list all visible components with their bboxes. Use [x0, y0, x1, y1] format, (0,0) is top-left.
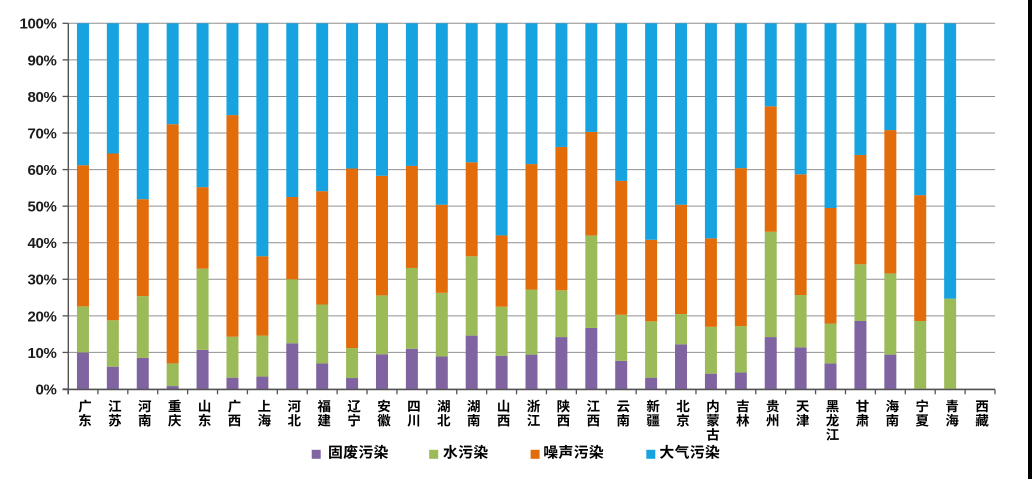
svg-text:100%: 100%	[20, 16, 57, 33]
svg-text:20%: 20%	[28, 308, 57, 325]
svg-text:90%: 90%	[28, 52, 57, 69]
svg-text:30%: 30%	[28, 272, 57, 289]
svg-text:80%: 80%	[28, 89, 57, 106]
svg-text:0%: 0%	[36, 381, 57, 398]
svg-text:10%: 10%	[28, 345, 57, 362]
svg-text:70%: 70%	[28, 125, 57, 142]
svg-text:40%: 40%	[28, 235, 57, 252]
svg-text:50%: 50%	[28, 199, 57, 216]
svg-text:60%: 60%	[28, 162, 57, 179]
